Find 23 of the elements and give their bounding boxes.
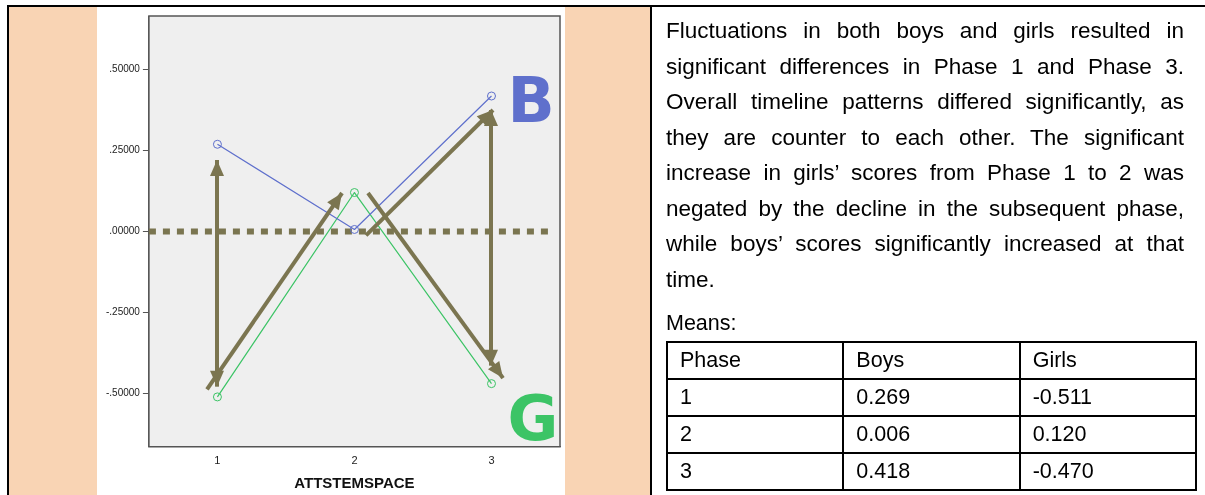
data-label: -0.470	[1019, 453, 1196, 490]
series-label: G	[507, 381, 559, 455]
data-label: 0.120	[1019, 416, 1196, 453]
y-tick-label: .00000	[109, 225, 141, 237]
text: Fluctuations in both boys and girls resulted in significant differences in Phase 1 and Phase 3. Overall timeline patterns differed significantly, as they are counter to each other. The significant increase in girls’ scores from Phase 1 to 2 was negated by the decline in the subsequent phase, while boys’ scores significantly increased at that time.	[666, 17, 1184, 294]
series-label: B	[507, 64, 555, 138]
text: Phase	[667, 342, 844, 379]
y-tick-label: -.50000	[105, 387, 141, 399]
data-label: 0.269	[843, 379, 1020, 416]
text: Means:	[666, 310, 738, 337]
data-label: 0.006	[843, 416, 1020, 453]
x-tick-label: 3	[488, 454, 495, 467]
text: Boys	[843, 342, 1020, 379]
x-tick-label: 1	[214, 454, 221, 467]
data-label: 0.418	[843, 453, 1020, 490]
y-tick-label: .50000	[109, 63, 141, 75]
y-tick-label: -.25000	[105, 306, 141, 318]
category-label: 1	[667, 379, 844, 416]
y-tick-label: .25000	[109, 144, 141, 156]
x-axis-title: ATTSTEMSPACE	[294, 474, 415, 492]
data-label: -0.511	[1019, 379, 1196, 416]
x-tick-label: 2	[351, 454, 358, 467]
text: Girls	[1019, 342, 1196, 379]
